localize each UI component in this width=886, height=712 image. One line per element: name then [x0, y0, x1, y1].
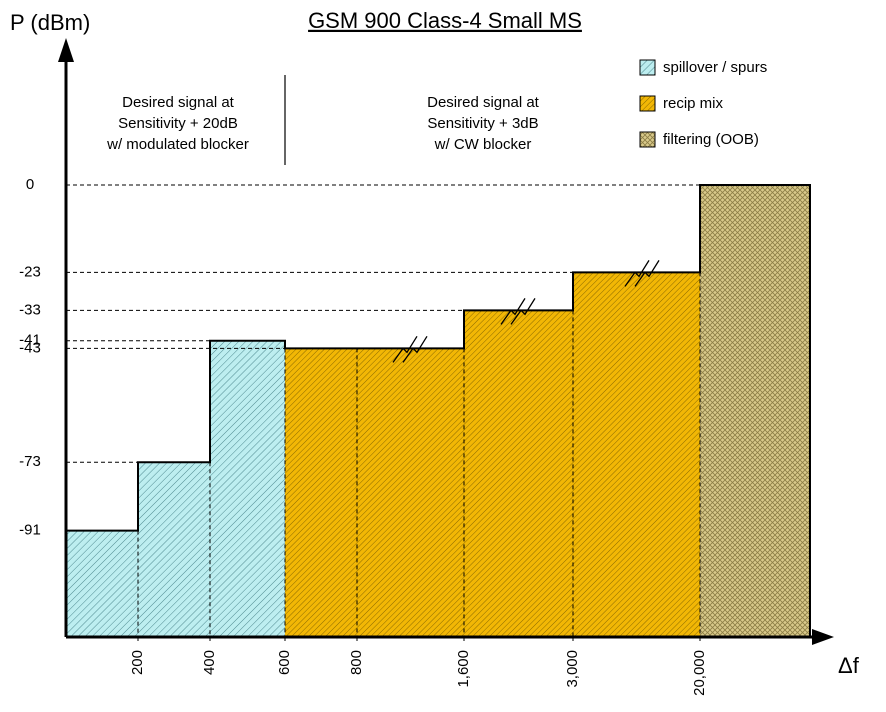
y-axis-arrow — [58, 38, 74, 62]
axis-break — [392, 335, 418, 363]
y-tick-label: -43 — [19, 339, 41, 356]
annotation: w/ modulated blocker — [106, 136, 249, 153]
legend-swatch — [639, 59, 656, 76]
axis-break — [402, 335, 428, 363]
bar — [573, 272, 700, 637]
bar — [66, 530, 138, 637]
y-tick-label: 0 — [26, 176, 34, 193]
x-tick-label: 1,600 — [455, 650, 472, 688]
bar — [210, 340, 285, 637]
x-axis-arrow — [812, 629, 834, 645]
y-axis-label: P (dBm) — [10, 10, 90, 35]
legend-swatch — [639, 131, 656, 148]
x-tick-label: 400 — [201, 650, 218, 675]
chart-title: GSM 900 Class-4 Small MS — [308, 8, 582, 33]
axis-break — [624, 260, 650, 287]
axis-break — [500, 298, 526, 325]
x-tick-label: 800 — [348, 650, 365, 675]
annotation: Sensitivity + 20dB — [118, 115, 238, 132]
bar — [357, 348, 464, 637]
x-tick-label: 200 — [129, 650, 146, 675]
step-outline — [66, 184, 811, 637]
legend-label: filtering (OOB) — [663, 131, 759, 148]
y-tick-label: -23 — [19, 263, 41, 280]
axis-break — [510, 298, 536, 325]
y-tick-label: -41 — [19, 332, 41, 349]
legend-label: spillover / spurs — [663, 59, 767, 76]
legend-label: recip mix — [663, 95, 724, 112]
legend-swatch — [639, 95, 656, 112]
x-tick-label: 20,000 — [691, 650, 708, 696]
annotation: Desired signal at — [427, 94, 540, 111]
x-axis-label: Δf — [838, 653, 860, 678]
bar — [138, 462, 210, 637]
x-tick-label: 3,000 — [564, 650, 581, 688]
bar — [285, 348, 357, 637]
annotation: Sensitivity + 3dB — [427, 115, 538, 132]
bar — [700, 185, 810, 637]
x-tick-label: 600 — [276, 650, 293, 675]
annotation: w/ CW blocker — [434, 136, 532, 153]
y-tick-label: -73 — [19, 453, 41, 470]
y-tick-label: -33 — [19, 301, 41, 318]
y-tick-label: -91 — [19, 522, 41, 539]
axis-break — [634, 260, 660, 287]
annotation: Desired signal at — [122, 94, 235, 111]
bar — [464, 310, 573, 637]
